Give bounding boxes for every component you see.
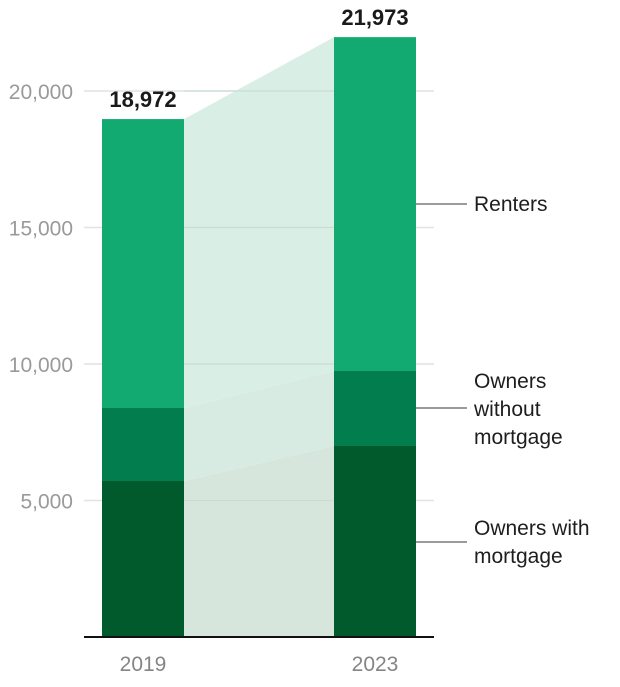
bar-segment: [102, 481, 184, 637]
legend-label-owners-with: mortgage: [474, 545, 563, 568]
x-tick-label: 2019: [120, 653, 167, 676]
y-tick-label: 20,000: [9, 81, 73, 104]
bar-segment: [334, 37, 416, 372]
x-axis-labels: 2019 2023: [120, 653, 399, 676]
connector-band: [184, 37, 334, 409]
y-axis-labels: 5,000 10,000 15,000 20,000: [9, 81, 73, 514]
legend-label-renters: Renters: [474, 193, 548, 216]
bar-segment: [102, 119, 184, 409]
legend-label-owners-with: Owners with: [474, 517, 590, 540]
total-labels: 18,972 21,973: [109, 5, 408, 112]
x-tick-label: 2023: [352, 653, 399, 676]
y-tick-label: 5,000: [20, 491, 73, 514]
legend-label-owners-without: Owners: [474, 370, 546, 393]
total-label: 21,973: [341, 5, 408, 30]
y-tick-label: 10,000: [9, 354, 73, 377]
connector-band: [184, 446, 334, 637]
bar-segment: [334, 446, 416, 637]
total-label: 18,972: [109, 87, 176, 112]
y-tick-label: 15,000: [9, 218, 73, 241]
bar-connector-bands: [184, 37, 334, 637]
connector-band: [184, 371, 334, 482]
legend-label-owners-without: mortgage: [474, 426, 563, 449]
legend-labels: Renters Owners without mortgage Owners with m…: [416, 193, 590, 568]
legend-label-owners-without: without: [473, 398, 541, 421]
bar-segment: [334, 371, 416, 447]
bar-segment: [102, 408, 184, 482]
bars: [102, 37, 416, 637]
